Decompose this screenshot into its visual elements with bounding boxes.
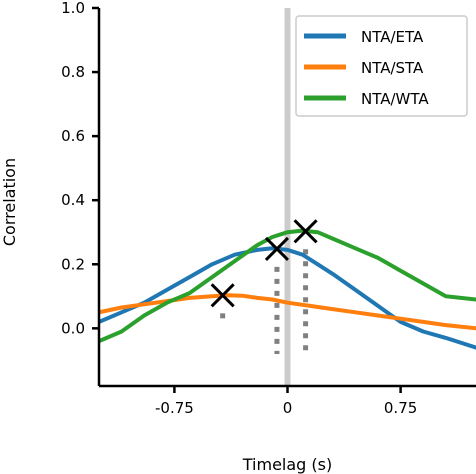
peak-marker-2 — [293, 219, 318, 244]
x-tick-label-1: 0 — [283, 399, 293, 417]
y-tick-label-0: 0.0 — [61, 319, 85, 337]
legend-label-2: NTA/WTA — [361, 90, 429, 108]
ticks: 0.0 0.2 0.4 0.6 0.8 1.0 -0.75 0 0.75 — [61, 0, 417, 417]
legend-entry-1: NTA/STA — [304, 59, 424, 77]
legend-entry-2: NTA/WTA — [304, 90, 429, 108]
x-tick-label-2: 0.75 — [384, 399, 417, 417]
legend-label-0: NTA/ETA — [361, 28, 424, 46]
y-tick-label-4: 0.8 — [61, 63, 85, 81]
peak-marker-1 — [264, 236, 290, 261]
x-axis-label: Timelag (s) — [242, 455, 332, 474]
peak-marker-stroke-b — [210, 283, 235, 308]
legend-entry-0: NTA/ETA — [304, 28, 424, 46]
series-line-2 — [99, 228, 476, 344]
y-tick-label-3: 0.6 — [61, 127, 85, 145]
series-line-0 — [99, 246, 476, 350]
y-tick-label-2: 0.4 — [61, 191, 85, 209]
y-tick-label-1: 0.2 — [61, 255, 85, 273]
series-lines — [99, 8, 476, 386]
legend-label-1: NTA/STA — [361, 59, 424, 77]
peak-marker-0 — [210, 283, 235, 308]
y-tick-label-5: 1.0 — [61, 0, 85, 17]
legend-box — [295, 15, 468, 117]
peak-markers — [210, 219, 318, 308]
y-axis-label: Correlation — [0, 158, 19, 246]
legend: NTA/ETA NTA/STA NTA/WTA — [295, 15, 468, 117]
peak-marker-stroke-b — [264, 236, 290, 261]
peak-marker-stroke-b — [293, 219, 318, 244]
x-tick-label-0: -0.75 — [155, 399, 194, 417]
